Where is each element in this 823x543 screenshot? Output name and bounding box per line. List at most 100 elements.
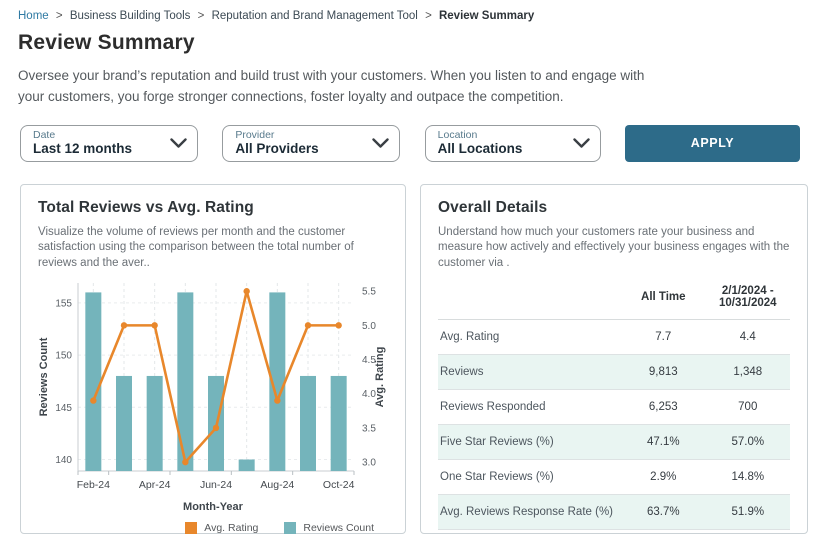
chevron-down-icon	[170, 138, 187, 149]
metric-column-header	[438, 279, 621, 320]
breadcrumb-separator: >	[198, 10, 205, 22]
reviews-count-bar	[239, 460, 255, 471]
left-axis-tick-label: 140	[55, 455, 72, 466]
left-axis-tick-label: 155	[55, 299, 72, 310]
breadcrumb-business-building-tools-link[interactable]: Business Building Tools	[70, 10, 191, 22]
table-row: Reviews Responded 6,253 700	[438, 390, 790, 425]
x-axis-category-label: Oct-24	[323, 479, 355, 491]
period-column-header: 2/1/2024 - 10/31/2024	[706, 279, 790, 320]
x-axis-category-label: Aug-24	[260, 479, 294, 491]
avg-rating-point	[243, 288, 249, 294]
page-title: Review Summary	[18, 31, 805, 55]
reviews-count-bar	[147, 376, 163, 471]
metric-label: One Star Reviews (%)	[438, 460, 621, 495]
table-header-row: All Time 2/1/2024 - 10/31/2024	[438, 279, 790, 320]
reviews-count-bar	[116, 376, 132, 471]
reviews-count-bar	[85, 293, 101, 472]
details-panel-subtitle: Understand how much your customers rate …	[438, 225, 790, 272]
all-time-value: 47.1%	[621, 425, 705, 460]
breadcrumb-current-page: Review Summary	[439, 10, 534, 22]
apply-button[interactable]: APPLY	[625, 125, 800, 162]
reviews-count-bar	[331, 376, 347, 471]
date-dropdown-label: Date	[33, 130, 132, 142]
reviews-count-bar	[177, 293, 193, 472]
overall-details-table: All Time 2/1/2024 - 10/31/2024 Avg. Rati…	[438, 279, 790, 530]
total-reviews-vs-avg-rating-panel: Total Reviews vs Avg. Rating Visualize t…	[20, 184, 406, 534]
all-time-value: 6,253	[621, 390, 705, 425]
right-axis-tick-label: 3.0	[362, 458, 376, 469]
all-time-value: 9,813	[621, 355, 705, 390]
x-axis-category-label: Jun-24	[200, 479, 232, 491]
right-axis-tick-label: 3.5	[362, 424, 376, 435]
review-summary-page: Home > Business Building Tools > Reputat…	[0, 0, 823, 543]
avg-rating-point	[182, 459, 188, 465]
breadcrumb-home-link[interactable]: Home	[18, 10, 49, 22]
avg-rating-point	[90, 398, 96, 404]
metric-label: Avg. Rating	[438, 320, 621, 355]
breadcrumb: Home > Business Building Tools > Reputat…	[0, 0, 823, 22]
reviews-count-swatch-icon	[284, 522, 296, 534]
avg-rating-point	[305, 323, 311, 329]
location-dropdown-value: All Locations	[438, 142, 523, 157]
page-description: Oversee your brand’s reputation and buil…	[18, 66, 663, 108]
breadcrumb-reputation-tool-link[interactable]: Reputation and Brand Management Tool	[212, 10, 418, 22]
overall-details-panel: Overall Details Understand how much your…	[420, 184, 808, 534]
right-axis-tick-label: 5.5	[362, 287, 376, 298]
avg-rating-point	[274, 398, 280, 404]
date-dropdown[interactable]: Date Last 12 months	[20, 125, 198, 162]
all-time-value: 2.9%	[621, 460, 705, 495]
location-dropdown[interactable]: Location All Locations	[425, 125, 601, 162]
legend-item-avg-rating[interactable]: Avg. Rating	[185, 522, 258, 534]
chevron-down-icon	[372, 138, 389, 149]
table-row: Reviews 9,813 1,348	[438, 355, 790, 390]
breadcrumb-separator: >	[56, 10, 63, 22]
right-axis-title: Avg. Rating	[374, 347, 386, 408]
metric-label: Reviews Responded	[438, 390, 621, 425]
avg-rating-point	[121, 323, 127, 329]
right-axis-tick-label: 5.0	[362, 321, 376, 332]
table-row: Avg. Reviews Response Rate (%) 63.7% 51.…	[438, 495, 790, 530]
left-axis-tick-label: 150	[55, 351, 72, 362]
period-value: 14.8%	[706, 460, 790, 495]
reviews-count-bar	[300, 376, 316, 471]
details-panel-title: Overall Details	[438, 199, 790, 217]
period-value: 1,348	[706, 355, 790, 390]
table-row: Avg. Rating 7.7 4.4	[438, 320, 790, 355]
all-time-column-header: All Time	[621, 279, 705, 320]
chart-legend: Avg. Rating Reviews Count	[38, 522, 388, 534]
avg-rating-swatch-icon	[185, 522, 197, 534]
left-axis-tick-label: 145	[55, 403, 72, 414]
legend-item-reviews-count[interactable]: Reviews Count	[284, 522, 374, 534]
legend-label: Reviews Count	[303, 522, 374, 534]
legend-label: Avg. Rating	[204, 522, 258, 534]
date-dropdown-value: Last 12 months	[33, 142, 132, 157]
chevron-down-icon	[573, 138, 590, 149]
metric-label: Five Star Reviews (%)	[438, 425, 621, 460]
provider-dropdown-label: Provider	[235, 130, 318, 142]
period-value: 4.4	[706, 320, 790, 355]
chart-xaxis-label: Month-Year	[38, 501, 388, 513]
content-panels: Total Reviews vs Avg. Rating Visualize t…	[20, 184, 808, 534]
metric-label: Reviews	[438, 355, 621, 390]
breadcrumb-separator: >	[425, 10, 432, 22]
provider-dropdown[interactable]: Provider All Providers	[222, 125, 400, 162]
metric-label: Avg. Reviews Response Rate (%)	[438, 495, 621, 530]
avg-rating-point	[213, 425, 219, 431]
filter-bar: Date Last 12 months Provider All Provide…	[20, 125, 800, 162]
left-axis-title: Reviews Count	[38, 338, 50, 417]
table-row: One Star Reviews (%) 2.9% 14.8%	[438, 460, 790, 495]
chart-panel-title: Total Reviews vs Avg. Rating	[38, 199, 388, 217]
x-axis-category-label: Feb-24	[77, 479, 110, 491]
table-row: Five Star Reviews (%) 47.1% 57.0%	[438, 425, 790, 460]
period-value: 51.9%	[706, 495, 790, 530]
reviews-rating-combo-chart: 1401451501553.03.54.04.55.05.5Feb-24Apr-…	[38, 273, 390, 501]
period-value: 57.0%	[706, 425, 790, 460]
all-time-value: 7.7	[621, 320, 705, 355]
x-axis-category-label: Apr-24	[139, 479, 171, 491]
period-value: 700	[706, 390, 790, 425]
avg-rating-point	[335, 323, 341, 329]
all-time-value: 63.7%	[621, 495, 705, 530]
location-dropdown-label: Location	[438, 130, 523, 142]
provider-dropdown-value: All Providers	[235, 142, 318, 157]
chart-panel-subtitle: Visualize the volume of reviews per mont…	[38, 225, 388, 272]
